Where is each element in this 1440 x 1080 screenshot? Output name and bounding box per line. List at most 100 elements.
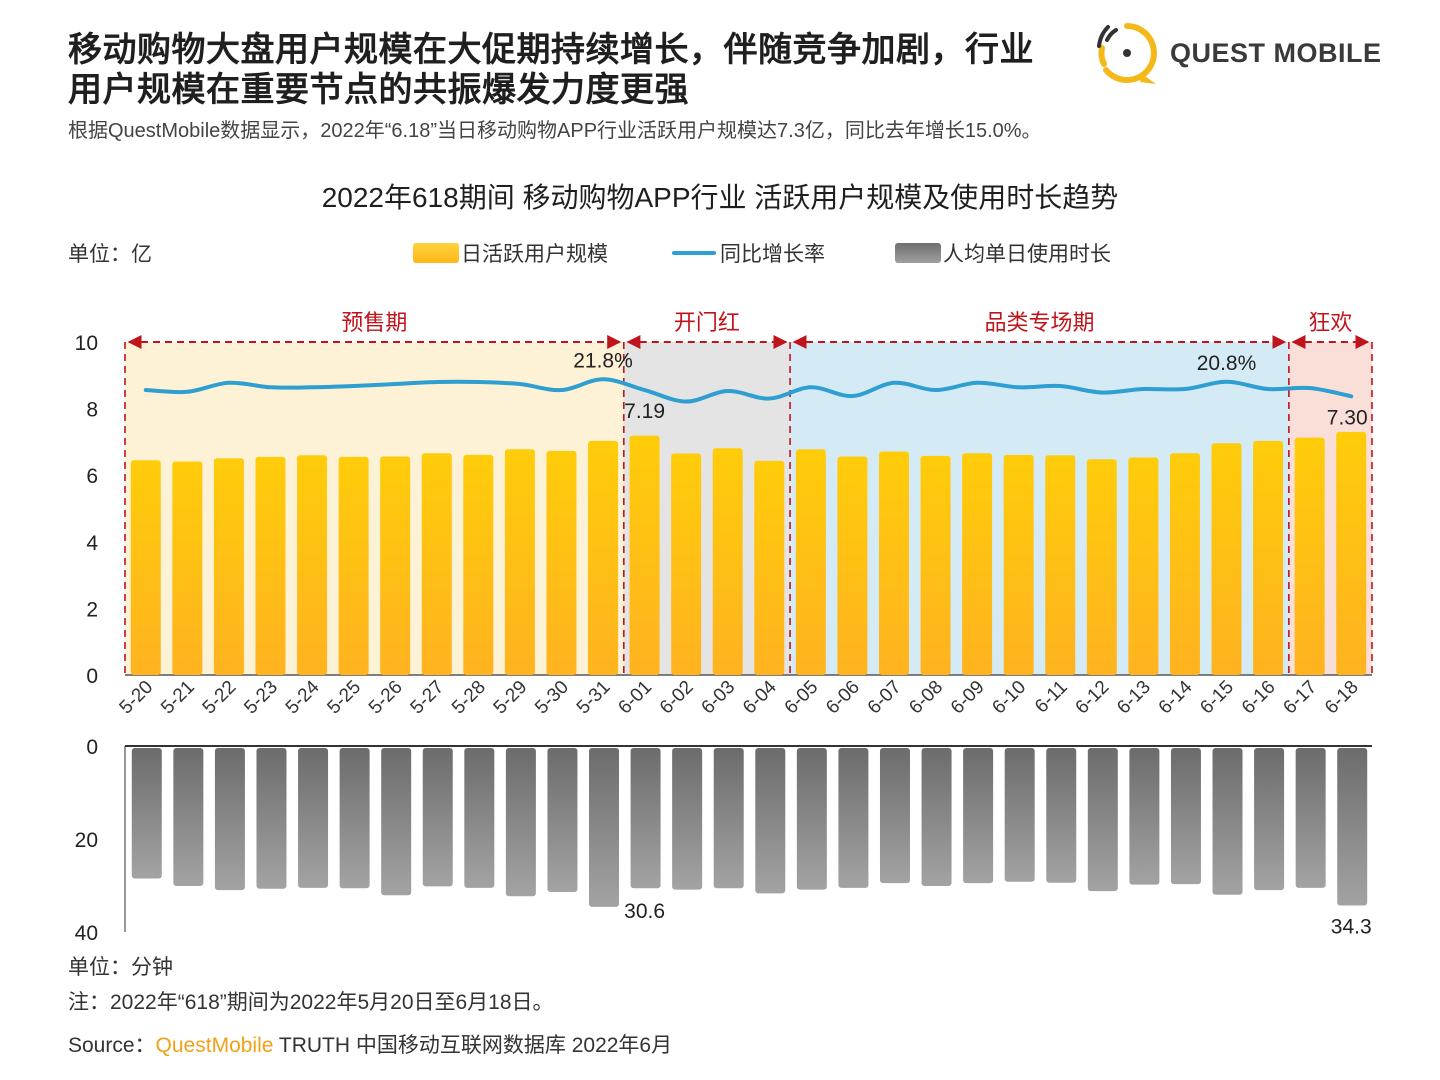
usage-time-bar	[796, 748, 827, 890]
x-tick-label: 5-30	[531, 677, 573, 719]
usage-time-bar	[256, 748, 287, 889]
usage-time-bar	[630, 748, 661, 889]
x-tick-label: 5-20	[116, 677, 158, 719]
usage-time-bar	[838, 748, 869, 888]
page-title-line1: 移动购物大盘用户规模在大促期持续增长，伴随竞争加剧，行业	[68, 31, 1034, 69]
dau-bar	[629, 435, 660, 675]
x-tick-label: 6-15	[1196, 677, 1238, 719]
x-tick-label: 6-07	[864, 677, 906, 719]
data-label: 21.8%	[573, 349, 633, 372]
usage-time-bar	[1254, 748, 1285, 891]
dau-bar	[588, 440, 619, 675]
x-tick-label: 6-10	[988, 677, 1030, 719]
usage-time-bar	[464, 748, 495, 888]
dau-bar	[712, 448, 743, 675]
x-tick-label: 6-03	[698, 677, 740, 719]
dau-bar	[1128, 457, 1159, 675]
dau-bar	[1253, 440, 1284, 675]
x-tick-label: 6-16	[1238, 677, 1280, 719]
usage-time-bar	[1004, 748, 1035, 882]
usage-time-bar	[381, 748, 412, 896]
dau-bar	[920, 455, 951, 675]
usage-time-bar	[131, 748, 162, 879]
usage-time-bar	[963, 748, 994, 884]
usage-time-bar	[1087, 748, 1118, 892]
data-label: 34.3	[1331, 915, 1372, 938]
usage-time-bar	[547, 748, 578, 893]
dau-bar	[255, 456, 286, 675]
dau-bar	[421, 453, 452, 675]
x-tick-label: 6-09	[947, 677, 989, 719]
y-tick-top: 10	[75, 332, 98, 355]
dau-bar	[213, 458, 244, 675]
usage-time-bar	[422, 748, 453, 887]
labels-layer: 21.8% 7.19 20.8% 7.30 30.6 34.3	[573, 349, 1371, 938]
unit-label-top: 单位：亿	[68, 243, 152, 266]
x-tick-label: 5-25	[323, 677, 365, 719]
x-tick-label: 6-13	[1113, 677, 1155, 719]
usage-time-bar	[1170, 748, 1201, 885]
dau-bar	[380, 456, 411, 675]
legend-item-growth: 同比增长率	[672, 238, 825, 268]
x-tick-label: 5-22	[199, 677, 241, 719]
phase-label: 狂欢	[1308, 310, 1352, 335]
usage-time-bar	[339, 748, 370, 889]
dau-bar	[1045, 455, 1076, 675]
usage-time-bar	[1212, 748, 1243, 895]
legend-label: 人均单日使用时长	[943, 243, 1111, 266]
dau-bar	[1294, 437, 1325, 675]
dau-bar	[671, 453, 702, 675]
y-tick-top: 8	[86, 399, 98, 422]
x-tick-label: 6-06	[822, 677, 864, 719]
phase-label: 开门红	[674, 310, 740, 335]
dau-bar	[504, 449, 535, 675]
usage-time-bar	[672, 748, 703, 890]
usage-time-bar	[505, 748, 536, 897]
unit-label-bottom: 单位：分钟	[68, 956, 173, 979]
legend-label: 日活跃用户规模	[461, 243, 608, 266]
dau-bar	[297, 455, 328, 675]
legend-swatch-yellow	[413, 243, 459, 263]
dau-bar	[962, 453, 993, 675]
dau-bar	[1169, 453, 1200, 675]
chart-title: 2022年618期间 移动购物APP行业 活跃用户规模及使用时长趋势	[321, 182, 1119, 213]
x-tick-label: 6-02	[656, 677, 698, 719]
data-label: 7.30	[1327, 406, 1368, 429]
x-tick-label: 5-28	[448, 677, 490, 719]
phase-label: 预售期	[341, 310, 407, 335]
legend-swatch-line	[672, 251, 716, 255]
usage-time-bar	[1295, 748, 1326, 888]
usage-time-bar	[1046, 748, 1077, 883]
page-title-line2: 用户规模在重要节点的共振爆发力度更强	[68, 71, 689, 109]
x-tick-label: 6-17	[1279, 677, 1321, 719]
x-tick-label: 6-01	[614, 677, 656, 719]
y-tick-bottom: 0	[86, 736, 98, 759]
usage-time-bar	[1337, 748, 1368, 906]
y-tick-top: 6	[86, 465, 98, 488]
dau-bar	[1086, 459, 1117, 675]
legend-swatch-gray	[895, 243, 941, 263]
phase-background	[790, 342, 1289, 675]
usage-time-bar	[589, 748, 620, 907]
x-tick-label: 6-11	[1031, 677, 1072, 718]
data-label: 30.6	[624, 900, 665, 923]
y-tick-bottom: 40	[75, 922, 98, 945]
usage-time-bar	[1129, 748, 1160, 885]
line-layer	[143, 377, 1354, 404]
dau-bar	[463, 454, 494, 675]
data-label: 20.8%	[1197, 352, 1257, 375]
source-rest: TRUTH 中国移动互联网数据库 2022年6月	[273, 1034, 673, 1057]
x-tick-label: 5-31	[573, 677, 615, 719]
dau-bar	[878, 451, 909, 675]
y-tick-top: 0	[86, 665, 98, 688]
x-tick-label: 5-21	[157, 677, 199, 719]
y-tick-top: 4	[86, 532, 98, 555]
x-tick-label: 5-23	[240, 677, 282, 719]
source-prefix: Source：	[68, 1034, 156, 1057]
footnote: 注：2022年“618”期间为2022年5月20日至6月18日。	[68, 991, 554, 1014]
x-tick-label: 6-05	[781, 677, 823, 719]
y-tick-top: 2	[86, 598, 98, 621]
x-tick-label: 5-26	[365, 677, 407, 719]
growth-rate-line	[143, 377, 1354, 404]
dau-bar	[837, 456, 868, 675]
